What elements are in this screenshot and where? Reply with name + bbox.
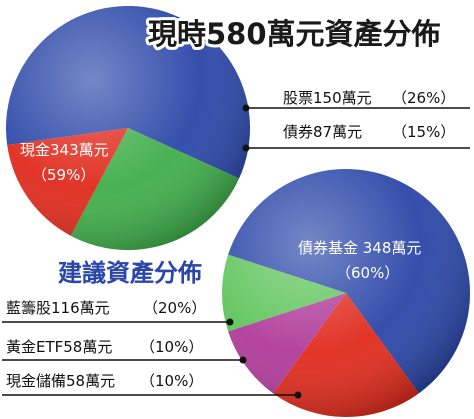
slice-percent-bond-fund: （60%） [336,264,399,282]
pie2-shading [222,169,470,417]
slice-percent-bonds: （15%） [392,123,455,141]
leader-dot-stocks [242,104,250,112]
slice-label-bonds: 債券87萬元 [283,123,362,141]
current-allocation-pie [6,5,251,251]
slice-percent-cash-reserve: （10%） [140,372,203,390]
leader-dot-gold-etf [239,356,247,364]
slice-label-stocks: 股票150萬元 [283,89,372,107]
slice-percent-cash: （59%） [32,166,95,184]
bottom-chart-title: 建議資產分佈 [58,259,202,287]
top-chart-title: 現時580萬元資產分佈 [148,17,441,51]
slice-percent-bluechip: （20%） [143,299,206,317]
leader-dot-cash-reserve [294,391,302,399]
leader-dot-bluechip [226,318,234,326]
slice-label-gold-etf: 黃金ETF58萬元 [6,338,112,356]
slice-label-bluechip: 藍籌股116萬元 [6,299,110,317]
leader-lines [2,104,470,399]
slice-percent-gold-etf: （10%） [140,338,203,356]
recommended-allocation-pie [222,169,470,418]
slice-label-bond-fund: 債券基金 348萬元 [298,239,421,257]
leader-dot-bonds [242,144,250,152]
slice-label-cash: 現金343萬元 [20,141,109,159]
pie1-shading [6,6,250,250]
slice-label-cash-reserve: 現金儲備58萬元 [6,372,115,390]
slice-percent-stocks: （26%） [392,89,455,107]
